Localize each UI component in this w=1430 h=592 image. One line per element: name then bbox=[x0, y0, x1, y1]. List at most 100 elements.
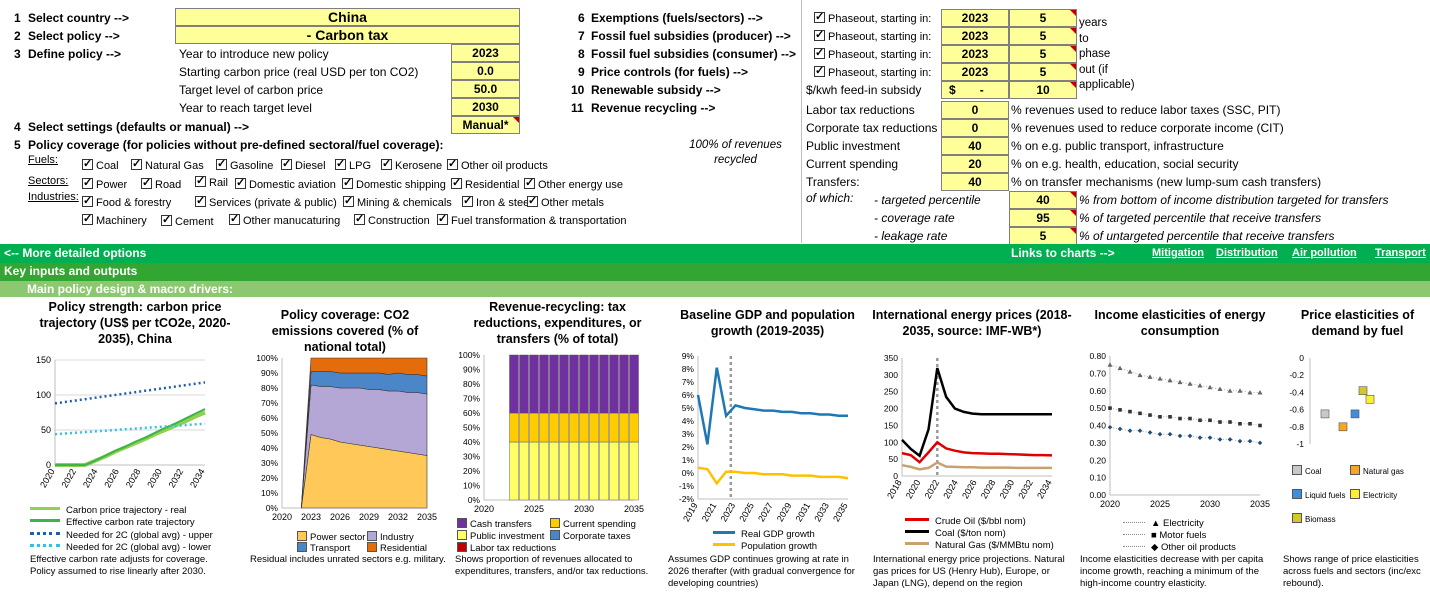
link-distribution[interactable]: Distribution bbox=[1216, 247, 1278, 259]
data-point bbox=[1207, 384, 1213, 390]
y-tick-label: 0.80 bbox=[1089, 351, 1106, 361]
checkbox-gasoline[interactable]: Gasoline bbox=[216, 157, 273, 172]
phaseout-exemptions-checkbox[interactable]: Phaseout, starting in: bbox=[814, 10, 931, 25]
checkbox-food-forestry[interactable]: Food & forestry bbox=[82, 194, 171, 209]
checkbox-natural-gas[interactable]: Natural Gas bbox=[131, 157, 204, 172]
y-tick-label: 80% bbox=[261, 383, 278, 393]
define-input[interactable]: 2030 bbox=[451, 98, 520, 116]
checkbox-other-energy[interactable]: Other energy use bbox=[524, 176, 623, 191]
renewable-subsidy-input[interactable]: $ - bbox=[941, 81, 1009, 99]
data-point bbox=[1258, 423, 1262, 428]
country-select[interactable]: China bbox=[175, 8, 520, 26]
y-tick-label: 0% bbox=[468, 495, 481, 505]
x-tick-label: 2022 bbox=[59, 467, 78, 489]
checkbox-domestic-shipping[interactable]: Domestic shipping bbox=[342, 176, 446, 191]
step4-label: Select settings (defaults or manual) --> bbox=[28, 120, 250, 134]
recycling-input[interactable]: 0 bbox=[941, 101, 1009, 119]
phaseout-year-input[interactable]: 2023 bbox=[941, 27, 1009, 45]
y-tick-label: -1 bbox=[1296, 439, 1304, 449]
link-mitigation[interactable]: Mitigation bbox=[1152, 247, 1204, 259]
transfer-desc: % from bottom of income distribution tar… bbox=[1079, 193, 1389, 207]
step7-label: Fossil fuel subsidies (producer) --> bbox=[591, 29, 791, 43]
key-inputs-title: Key inputs and outputs bbox=[4, 264, 138, 278]
x-tick-label: 2025 bbox=[1150, 499, 1170, 509]
checkbox-fuel-transformation[interactable]: Fuel transformation & transportation bbox=[437, 212, 626, 227]
checkbox-rail[interactable]: Rail bbox=[195, 174, 228, 189]
phaseout-price-controls-checkbox[interactable]: Phaseout, starting in: bbox=[814, 64, 931, 79]
x-tick-label: 2026 bbox=[960, 478, 979, 500]
renewable-years-input[interactable]: 10 bbox=[1009, 81, 1077, 99]
checkbox-diesel[interactable]: Diesel bbox=[281, 157, 326, 172]
recycling-input[interactable]: 40 bbox=[941, 137, 1009, 155]
phaseout-years-input[interactable]: 5 bbox=[1009, 9, 1077, 27]
transfer-label: - leakage rate bbox=[874, 229, 948, 243]
data-point bbox=[1168, 415, 1172, 419]
legend-item: Biomass bbox=[1292, 513, 1336, 524]
x-tick-label: 2023 bbox=[301, 512, 321, 522]
step1-num: 1 bbox=[14, 11, 21, 25]
phaseout-years-input[interactable]: 5 bbox=[1009, 63, 1077, 81]
checkbox-other-metals[interactable]: Other metals bbox=[527, 194, 604, 209]
recycling-desc: % revenues used to reduce labor taxes (S… bbox=[1011, 103, 1281, 117]
define-input[interactable]: 50.0 bbox=[451, 80, 520, 98]
link-air-pollution[interactable]: Air pollution bbox=[1292, 247, 1357, 259]
x-tick-label: 2026 bbox=[330, 512, 350, 522]
x-tick-label: 2032 bbox=[388, 512, 408, 522]
series-line bbox=[55, 408, 206, 466]
checkbox-power[interactable]: Power bbox=[82, 176, 127, 191]
chart4-note: Assumes GDP continues growing at rate in… bbox=[668, 554, 855, 589]
phaseout-producer-checkbox[interactable]: Phaseout, starting in: bbox=[814, 28, 931, 43]
checkbox-kerosene[interactable]: Kerosene bbox=[381, 157, 442, 172]
checkbox-other-manufacturing[interactable]: Other manucaturing bbox=[229, 212, 340, 227]
legend-item: Effective carbon rate trajectory bbox=[30, 517, 195, 528]
elasticity-box bbox=[1350, 409, 1360, 419]
bar-segment bbox=[529, 354, 539, 414]
recycling-input[interactable]: 20 bbox=[941, 155, 1009, 173]
elasticity-box bbox=[1338, 422, 1348, 432]
settings-select[interactable]: Manual* bbox=[451, 116, 520, 134]
define-input[interactable]: 2023 bbox=[451, 44, 520, 62]
phaseout-year-input[interactable]: 2023 bbox=[941, 63, 1009, 81]
policy-select[interactable]: - Carbon tax bbox=[175, 26, 520, 44]
checkbox-residential[interactable]: Residential bbox=[451, 176, 519, 191]
checkbox-domestic-aviation[interactable]: Domestic aviation bbox=[235, 176, 336, 191]
recycling-input[interactable]: 40 bbox=[941, 173, 1009, 191]
bar-segment bbox=[619, 412, 629, 443]
checkbox-mining-chemicals[interactable]: Mining & chemicals bbox=[343, 194, 452, 209]
data-point bbox=[1107, 424, 1113, 430]
more-options-link[interactable]: <-- More detailed options bbox=[4, 246, 147, 260]
bar-segment bbox=[579, 412, 589, 443]
phaseout-years-input[interactable]: 5 bbox=[1009, 45, 1077, 63]
phaseout-consumer-checkbox[interactable]: Phaseout, starting in: bbox=[814, 46, 931, 61]
bar-segment bbox=[579, 441, 589, 501]
checkbox-services[interactable]: Services (private & public) bbox=[195, 194, 337, 209]
bar-segment bbox=[509, 441, 519, 501]
checkbox-coal[interactable]: Coal bbox=[82, 157, 119, 172]
checkbox-machinery[interactable]: Machinery bbox=[82, 212, 147, 227]
elasticity-box bbox=[1358, 386, 1368, 395]
x-tick-label: 2020 bbox=[272, 512, 292, 522]
checkbox-road[interactable]: Road bbox=[141, 176, 181, 191]
revenue-recycling-chart: 0% 10% 20% 30% 40% 50% 60% 70% 80% 90% 100% 2020 202… bbox=[458, 350, 644, 514]
link-transport[interactable]: Transport bbox=[1375, 247, 1426, 259]
transfer-input[interactable]: 40 bbox=[1009, 191, 1077, 209]
y-tick-label: 0% bbox=[266, 503, 279, 513]
x-tick-label: 2020 bbox=[474, 504, 494, 514]
phaseout-year-input[interactable]: 2023 bbox=[941, 45, 1009, 63]
checkbox-other-oil[interactable]: Other oil products bbox=[447, 157, 548, 172]
more-options-bar: <-- More detailed options Links to chart… bbox=[0, 244, 1430, 263]
legend-item: Public investment bbox=[457, 530, 544, 542]
transfer-input[interactable]: 5 bbox=[1009, 227, 1077, 245]
checkbox-cement[interactable]: Cement bbox=[161, 213, 214, 228]
define-input[interactable]: 0.0 bbox=[451, 62, 520, 80]
y-tick-label: -0.6 bbox=[1289, 405, 1304, 415]
recycling-input[interactable]: 0 bbox=[941, 119, 1009, 137]
phaseout-years-input[interactable]: 5 bbox=[1009, 27, 1077, 45]
checkbox-construction[interactable]: Construction bbox=[354, 212, 430, 227]
bar-segment bbox=[519, 441, 529, 501]
checkbox-lpg[interactable]: LPG bbox=[335, 157, 371, 172]
phaseout-year-input[interactable]: 2023 bbox=[941, 9, 1009, 27]
bar-segment bbox=[599, 412, 609, 443]
checkbox-iron-steel[interactable]: Iron & steel bbox=[462, 194, 532, 209]
transfer-input[interactable]: 95 bbox=[1009, 209, 1077, 227]
